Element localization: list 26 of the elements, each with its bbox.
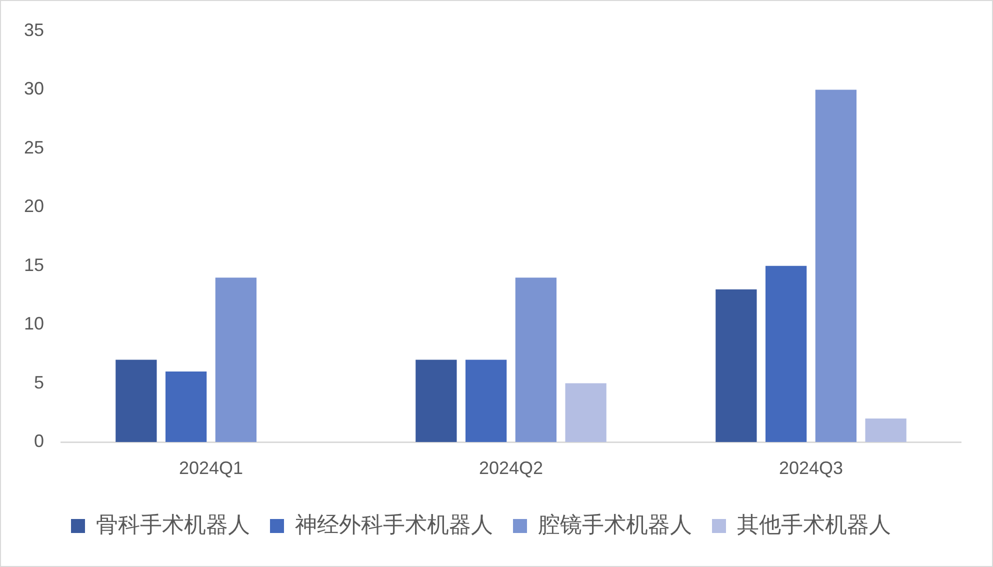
legend-label: 腔镜手术机器人	[538, 512, 692, 538]
legend-label: 其他手术机器人	[737, 512, 891, 538]
bar	[116, 360, 157, 442]
y-tick-label: 20	[24, 196, 44, 216]
bar	[515, 278, 557, 442]
bar	[215, 278, 257, 442]
y-tick-label: 10	[24, 314, 44, 334]
bar	[865, 418, 906, 442]
x-tick-label: 2024Q1	[178, 458, 244, 478]
legend-label: 骨科手术机器人	[96, 512, 250, 538]
y-tick-label: 35	[24, 20, 44, 40]
y-tick-label: 5	[34, 372, 44, 392]
y-tick-label: 15	[24, 254, 44, 275]
y-tick-label: 30	[24, 78, 44, 99]
bar	[565, 383, 606, 442]
bar	[416, 360, 457, 442]
bar	[716, 289, 757, 442]
bar	[815, 90, 857, 442]
x-tick-label: 2024Q3	[778, 458, 844, 478]
bar	[765, 266, 807, 442]
y-tick-label: 0	[34, 430, 44, 451]
legend-label: 神经外科手术机器人	[295, 512, 493, 538]
bar	[165, 372, 207, 442]
x-tick-label: 2024Q2	[478, 458, 544, 478]
y-tick-label: 25	[24, 137, 44, 158]
bar	[465, 360, 507, 442]
